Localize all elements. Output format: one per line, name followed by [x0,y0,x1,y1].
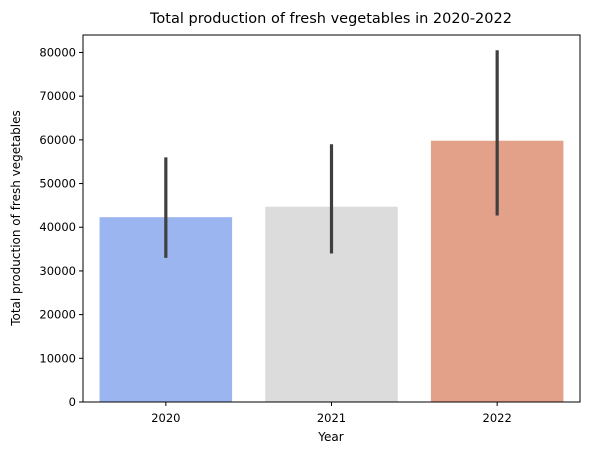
y-tick-label: 50000 [39,177,76,191]
y-tick-label: 0 [69,395,76,409]
y-tick-label: 70000 [39,89,76,103]
error-bars-group [164,50,499,258]
x-tick-label: 2022 [483,411,512,425]
y-tick-label: 80000 [39,45,76,59]
y-tick-label: 10000 [39,351,76,365]
y-tick-label: 30000 [39,264,76,278]
x-axis: 2020 2021 2022 [151,402,512,425]
y-tick-label: 60000 [39,133,76,147]
chart-title: Total production of fresh vegetables in … [149,11,512,27]
x-axis-label: Year [317,430,343,444]
y-axis-label: Total production of fresh vegetables [9,110,23,327]
y-tick-label: 40000 [39,220,76,234]
x-tick-label: 2021 [317,411,346,425]
x-tick-label: 2020 [151,411,180,425]
y-axis: 0 10000 20000 30000 40000 50000 60000 70000 8000… [39,45,83,409]
y-tick-label: 20000 [39,308,76,322]
plot-frame [82,34,581,403]
